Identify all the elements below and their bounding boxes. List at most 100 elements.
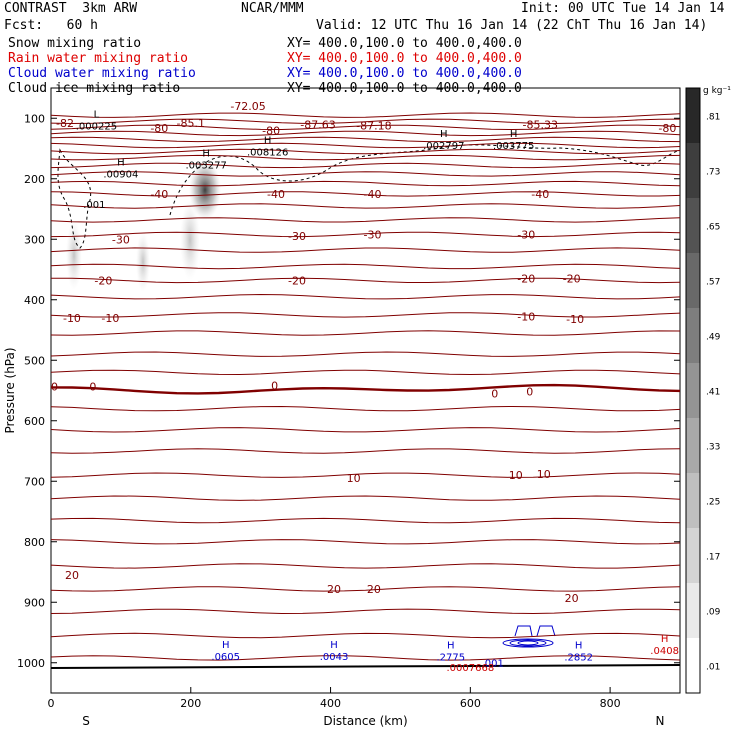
extremum-marker: H — [440, 129, 448, 140]
isotherm-line — [50, 517, 681, 524]
extremum-marker: H — [661, 634, 669, 645]
colorbar-swatch — [686, 88, 700, 143]
isotherm-label: -20 — [288, 274, 306, 287]
colorbar-label: .57 — [706, 278, 720, 288]
isotherm-line — [50, 118, 681, 125]
isotherm-label: 0 — [271, 380, 278, 393]
y-tick-label: 100 — [24, 112, 45, 125]
isotherm-label: -30 — [288, 230, 306, 243]
colorbar-label: .73 — [706, 168, 720, 178]
isotherm-line — [50, 217, 681, 223]
isotherm-line — [50, 162, 681, 169]
colorbar-label: .17 — [706, 553, 720, 563]
isotherm-label: -80 — [658, 122, 676, 135]
colorbar-label: .01 — [706, 663, 720, 673]
colorbar-label: .65 — [706, 223, 720, 233]
extremum-value: .000225 — [76, 121, 117, 132]
south-end-label: S — [82, 714, 90, 728]
extremum-value: .00904 — [103, 170, 138, 181]
isotherm-line — [50, 312, 681, 318]
colorbar-label: .09 — [706, 608, 721, 618]
isotherm-label: -30 — [112, 233, 130, 246]
isotherm-label: -20 — [94, 274, 112, 287]
isotherm-line — [50, 632, 681, 639]
isotherm-line — [50, 427, 681, 433]
isotherm-label: -40 — [267, 188, 285, 201]
cloud-ice-contour — [57, 148, 92, 249]
snow-shading-column — [180, 200, 200, 280]
extremum-marker: H — [510, 129, 518, 140]
isotherm-line — [50, 203, 681, 209]
isotherm-line — [50, 112, 681, 118]
extremum-value: .0007668 — [446, 663, 494, 674]
isotherm-label: -80 — [150, 122, 168, 135]
isotherm-label: -10 — [517, 311, 535, 324]
snow-shading-mid — [136, 232, 150, 292]
isotherm-label: -72.05 — [230, 100, 265, 113]
isotherm-label: -85.1 — [177, 117, 205, 130]
extremum-value: .0605 — [211, 652, 240, 663]
isotherm-label: 10 — [347, 472, 361, 485]
isotherm-line — [50, 293, 681, 300]
isotherm-line — [50, 586, 681, 592]
extremum-value: .001 — [482, 659, 504, 670]
isotherm-label: -40 — [150, 188, 168, 201]
field-snow-name: Snow mixing ratio — [8, 36, 142, 51]
field-cloudwater-xy: XY= 400.0,100.0 to 400.0,400.0 — [287, 66, 522, 81]
isotherm-label: -87.63 — [300, 118, 335, 131]
y-tick-label: 700 — [24, 475, 45, 488]
colorbar-label: .41 — [706, 388, 720, 398]
isotherm-line — [50, 231, 681, 238]
extremum-marker: H — [117, 158, 125, 169]
isotherm-line — [50, 136, 681, 143]
isotherm-line — [50, 148, 681, 155]
colorbar-swatch — [686, 638, 700, 693]
isotherm-line — [50, 369, 681, 376]
x-tick-label: 400 — [320, 697, 341, 710]
isotherm-line — [50, 124, 681, 131]
y-axis-label: Pressure (hPa) — [3, 347, 17, 433]
extremum-value: .003775 — [493, 141, 534, 152]
extremum-value: .2775 — [436, 652, 465, 663]
y-tick-label: 600 — [24, 415, 45, 428]
extremum-marker: H — [447, 640, 455, 651]
colorbar-label: .49 — [706, 333, 721, 343]
colorbar-swatch — [686, 308, 700, 363]
isotherm-label: 10 — [537, 468, 551, 481]
field-cloudwater-name: Cloud water mixing ratio — [8, 66, 196, 81]
extremum-marker: H — [330, 640, 338, 651]
isotherm-label: -20 — [563, 273, 581, 286]
extremum-marker: L — [94, 109, 100, 120]
isotherm-line — [50, 655, 681, 661]
header-valid: Valid: 12 UTC Thu 16 Jan 14 (22 ChT Thu … — [316, 18, 708, 33]
cloud-water-contours — [502, 625, 556, 648]
isotherm-label: 20 — [565, 592, 579, 605]
y-tick-label: 500 — [24, 354, 45, 367]
isotherm-line — [50, 142, 681, 149]
isotherm-line — [50, 448, 681, 454]
isotherm-line — [50, 180, 681, 187]
isotherm-label: 0 — [491, 388, 498, 401]
extremum-value: .002797 — [423, 141, 464, 152]
extremum-marker: H — [222, 640, 230, 651]
isotherm-label: -10 — [63, 312, 81, 325]
isotherm-line — [50, 495, 681, 501]
field-rain-xy: XY= 400.0,100.0 to 400.0,400.0 — [287, 51, 522, 66]
isotherm-line — [51, 277, 681, 284]
colorbar-label: .25 — [706, 498, 720, 508]
isotherm-label: -30 — [364, 228, 382, 241]
cloud-ice-contour — [169, 144, 681, 216]
isotherm-label: 0 — [89, 380, 96, 393]
extremum-value: .003277 — [185, 161, 226, 172]
extremum-value: .0408 — [650, 646, 679, 657]
extremum-value: .0043 — [320, 652, 349, 663]
extremum-value: .2852 — [564, 652, 593, 663]
isotherm-label: -85.33 — [522, 118, 557, 131]
field-rain-name: Rain water mixing ratio — [8, 51, 189, 66]
isotherm-label: -10 — [566, 313, 584, 326]
y-tick-label: 1000 — [17, 657, 45, 670]
isotherm-label: -20 — [517, 273, 535, 286]
isotherm-label: 20 — [65, 569, 79, 582]
y-tick-label: 400 — [24, 294, 45, 307]
colorbar-swatch — [686, 473, 700, 528]
